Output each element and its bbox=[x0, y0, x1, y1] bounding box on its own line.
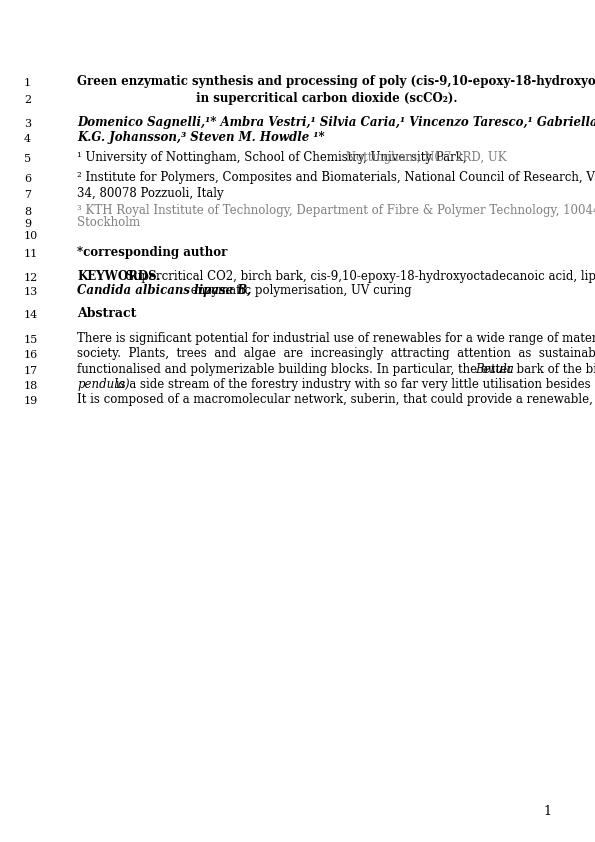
Text: Domenico Sagnelli,¹* Ambra Vestri,¹ Silvia Caria,¹ Vincenzo Taresco,¹ Gabriella : Domenico Sagnelli,¹* Ambra Vestri,¹ Silv… bbox=[77, 116, 595, 129]
Text: Nottingham, NG7 2RD, UK: Nottingham, NG7 2RD, UK bbox=[342, 152, 507, 164]
Text: 18: 18 bbox=[24, 381, 38, 391]
Text: 16: 16 bbox=[24, 350, 38, 360]
Text: 1: 1 bbox=[24, 78, 31, 88]
Text: 17: 17 bbox=[24, 365, 38, 376]
Text: 15: 15 bbox=[24, 335, 38, 345]
Text: 34, 80078 Pozzuoli, Italy: 34, 80078 Pozzuoli, Italy bbox=[77, 187, 224, 200]
Text: 19: 19 bbox=[24, 396, 38, 406]
Text: K.G. Johansson,³ Steven M. Howdle ¹*: K.G. Johansson,³ Steven M. Howdle ¹* bbox=[77, 131, 325, 144]
Text: 7: 7 bbox=[24, 189, 31, 200]
Text: ³ KTH Royal Institute of Technology, Department of Fibre & Polymer Technology, 1: ³ KTH Royal Institute of Technology, Dep… bbox=[77, 205, 595, 217]
Text: enzymatic polymerisation, UV curing: enzymatic polymerisation, UV curing bbox=[187, 285, 412, 297]
Text: 5: 5 bbox=[24, 154, 31, 164]
Text: *corresponding author: *corresponding author bbox=[77, 247, 228, 259]
Text: 10: 10 bbox=[24, 231, 38, 241]
Text: is a side stream of the forestry industry with so far very little utilisation be: is a side stream of the forestry industr… bbox=[112, 378, 595, 391]
Text: 6: 6 bbox=[24, 174, 31, 184]
Text: Stockholm: Stockholm bbox=[77, 216, 140, 229]
Text: It is composed of a macromolecular network, suberin, that could provide a renewa: It is composed of a macromolecular netwo… bbox=[77, 393, 595, 406]
Text: 3: 3 bbox=[24, 119, 31, 129]
Text: functionalised and polymerizable building blocks. In particular, the outer bark : functionalised and polymerizable buildin… bbox=[77, 363, 595, 376]
Text: Green enzymatic synthesis and processing of poly (cis-9,10-epoxy-18-hydroxyoctad: Green enzymatic synthesis and processing… bbox=[77, 76, 595, 88]
Text: 2: 2 bbox=[24, 95, 31, 105]
Text: 1: 1 bbox=[543, 806, 552, 818]
Text: Candida albicans lipase B,: Candida albicans lipase B, bbox=[77, 285, 252, 297]
Text: ¹ University of Nottingham, School of Chemistry, University Park,: ¹ University of Nottingham, School of Ch… bbox=[77, 152, 467, 164]
Text: 12: 12 bbox=[24, 273, 38, 283]
Text: society.  Plants,  trees  and  algae  are  increasingly  attracting  attention  : society. Plants, trees and algae are inc… bbox=[77, 348, 595, 360]
Text: 8: 8 bbox=[24, 207, 31, 217]
Text: in supercritical carbon dioxide (scCO₂).: in supercritical carbon dioxide (scCO₂). bbox=[196, 93, 458, 105]
Text: KEYWORDS.: KEYWORDS. bbox=[77, 270, 161, 283]
Text: 14: 14 bbox=[24, 310, 38, 320]
Text: 11: 11 bbox=[24, 249, 38, 259]
Text: Betula: Betula bbox=[475, 363, 513, 376]
Text: 9: 9 bbox=[24, 219, 31, 229]
Text: pendula): pendula) bbox=[77, 378, 130, 391]
Text: 4: 4 bbox=[24, 134, 31, 144]
Text: Supercritical CO2, birch bark, cis-9,10-epoxy-18-hydroxyoctadecanoic acid, lipas: Supercritical CO2, birch bark, cis-9,10-… bbox=[122, 270, 595, 283]
Text: There is significant potential for industrial use of renewables for a wide range: There is significant potential for indus… bbox=[77, 333, 595, 345]
Text: 13: 13 bbox=[24, 287, 38, 297]
Text: ² Institute for Polymers, Composites and Biomaterials, National Council of Resea: ² Institute for Polymers, Composites and… bbox=[77, 172, 595, 184]
Text: Abstract: Abstract bbox=[77, 307, 137, 320]
